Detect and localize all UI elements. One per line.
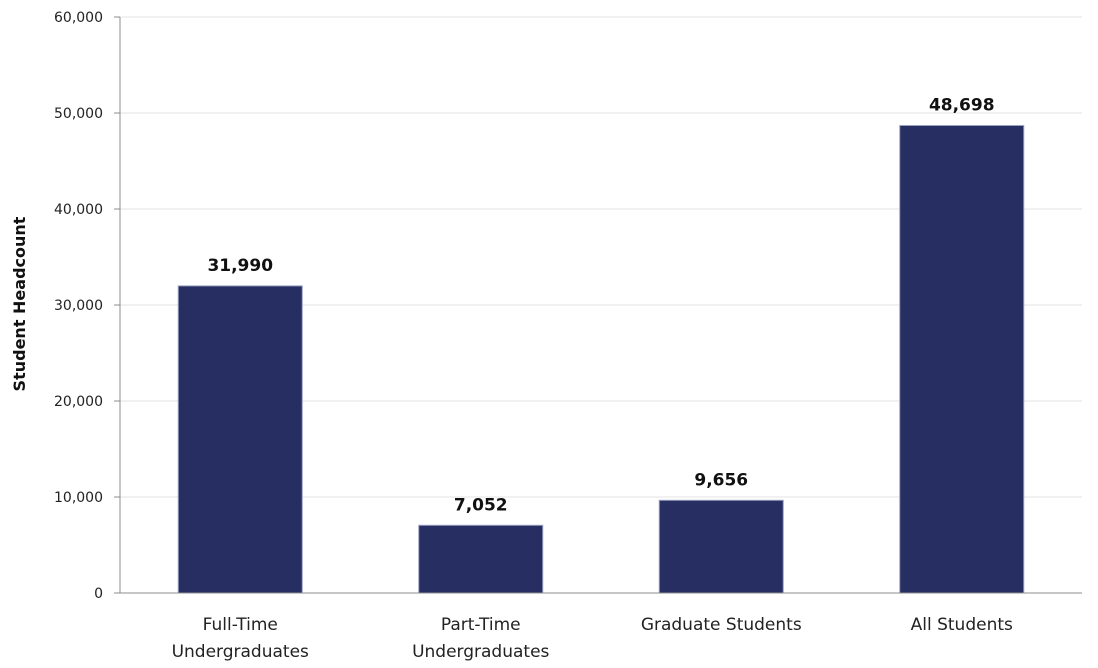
bar bbox=[418, 524, 544, 594]
bar bbox=[177, 285, 303, 594]
bars bbox=[177, 124, 1025, 594]
bar-value-label: 48,698 bbox=[929, 95, 995, 115]
y-tick-label: 0 bbox=[94, 586, 103, 602]
x-tick-label: Full-Time Undergraduates bbox=[172, 615, 309, 662]
y-tick-label: 40,000 bbox=[54, 202, 103, 218]
y-tick-label: 30,000 bbox=[54, 298, 103, 314]
bar-value-label: 7,052 bbox=[454, 495, 508, 515]
y-tick-label: 60,000 bbox=[54, 10, 103, 26]
y-axis: 0 10,000 20,000 30,000 40,000 50,000 60,000 bbox=[54, 10, 121, 602]
bar bbox=[899, 124, 1025, 594]
bar-value-label: 9,656 bbox=[694, 470, 748, 490]
bar bbox=[658, 499, 784, 594]
x-tick-label: Graduate Students bbox=[641, 615, 802, 635]
y-tick-label: 20,000 bbox=[54, 394, 103, 410]
x-tick-label: All Students bbox=[911, 615, 1013, 635]
y-axis-title: Student Headcount bbox=[10, 216, 29, 391]
y-tick-label: 10,000 bbox=[54, 490, 103, 506]
x-tick-label: Part-Time Undergraduates bbox=[412, 615, 549, 662]
bar-value-label: 31,990 bbox=[207, 256, 273, 276]
x-axis: Full-Time Undergraduates Part-Time Undergra… bbox=[120, 592, 1082, 662]
y-tick-label: 50,000 bbox=[54, 106, 103, 122]
value-labels: 31,990 7,052 9,656 48,698 bbox=[207, 95, 994, 515]
